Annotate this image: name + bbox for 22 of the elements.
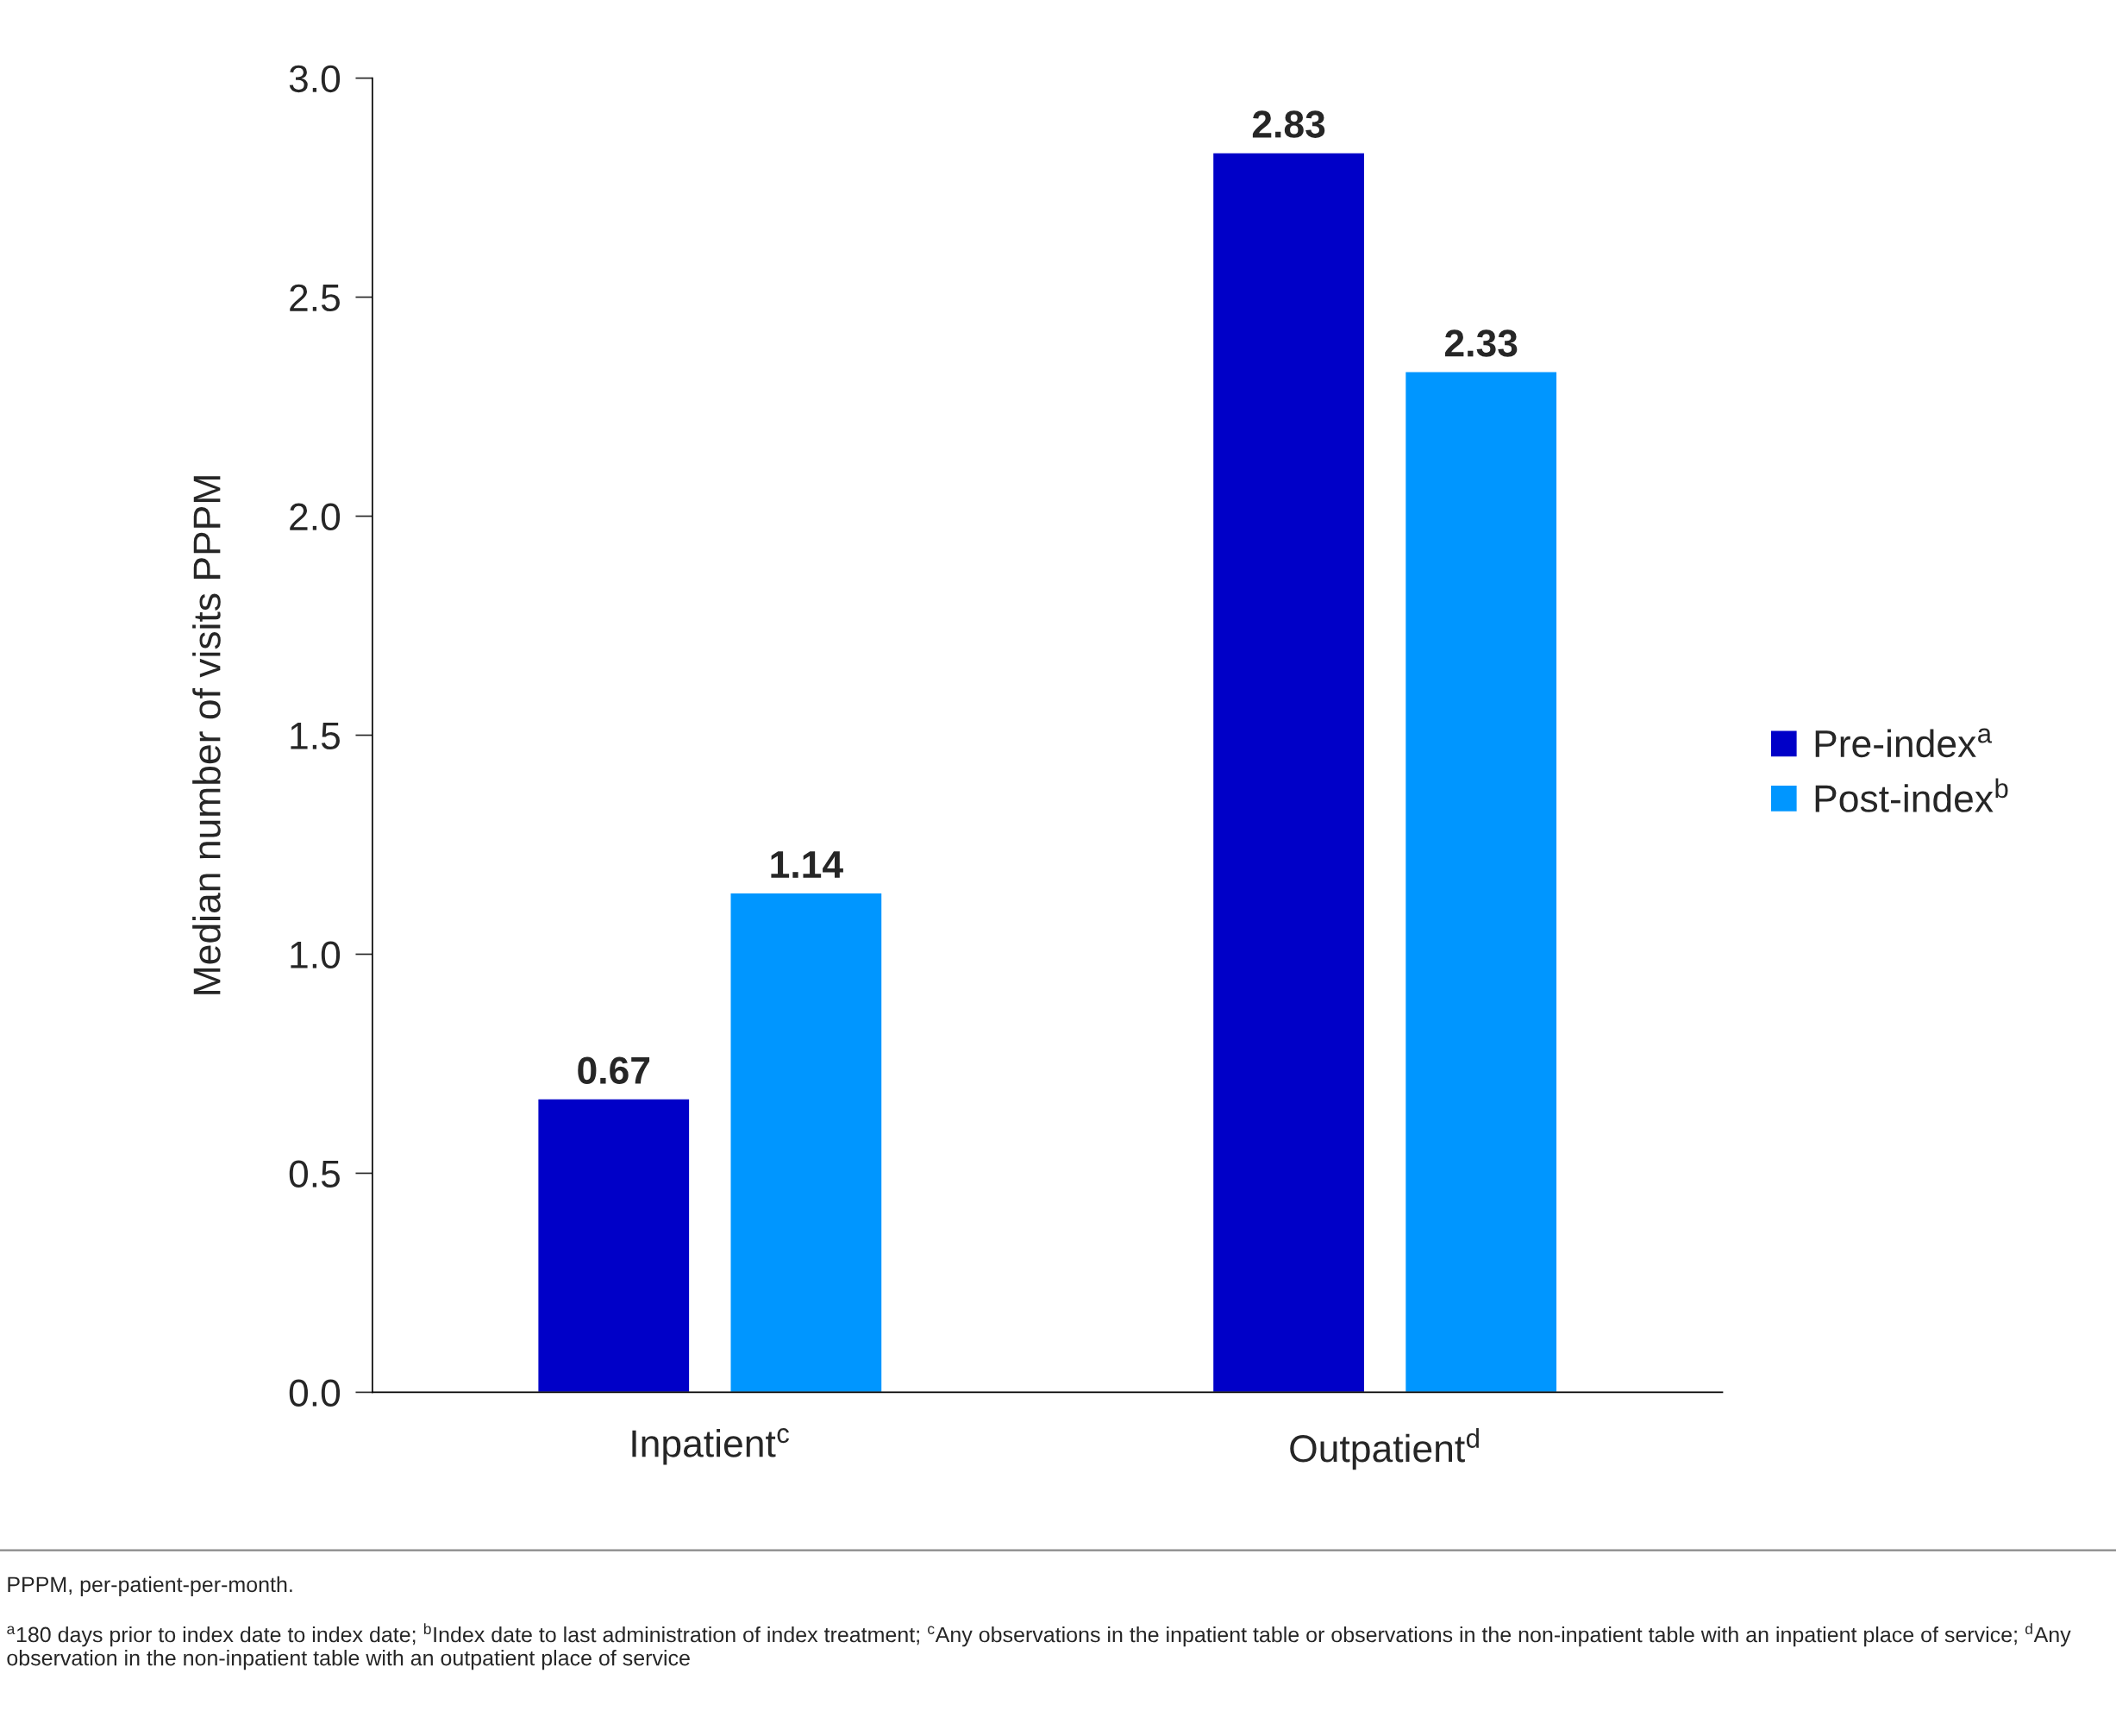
data-label: 0.67: [578, 1056, 650, 1084]
bar: [1211, 152, 1366, 1393]
data-label: 1.14: [771, 851, 843, 878]
text: 2.5: [290, 284, 340, 312]
text: 1.0: [291, 941, 341, 969]
text: 0.0: [289, 1379, 341, 1407]
bar: [729, 892, 883, 1393]
y-axis-title: Median number of visits PPPM: [192, 476, 221, 994]
text: 2.0: [290, 503, 341, 531]
data-label: 2.83: [1252, 110, 1325, 138]
bar: [1404, 371, 1558, 1393]
data-label: 2.33: [1444, 329, 1518, 357]
bar: [537, 1098, 691, 1393]
text: 0.5: [289, 1160, 340, 1188]
legend-label: Pre-index$^{a}$: [1815, 728, 1993, 758]
text: $^{a}$180 days prior to index date to index date; $^{b}$Index date to last administration of index treatment; $^{c}$Any observations in the inpatient table or observations in the non-inpatient table with an inpatient place of service; $^{d}$Any observation in the non-inpatient table with an outpatient place of service: [7, 1623, 2071, 1670]
x-tick-label: Outpatient$^{d}$: [1290, 1428, 1479, 1470]
text: 3.0: [289, 65, 341, 93]
legend-label: Post-index$^{b}$: [1815, 778, 2008, 812]
x-tick-label: Inpatient$^{c}$: [632, 1428, 789, 1465]
text: 1.5: [291, 723, 340, 750]
text: PPPM, per-patient-per-month.: [8, 1576, 292, 1597]
